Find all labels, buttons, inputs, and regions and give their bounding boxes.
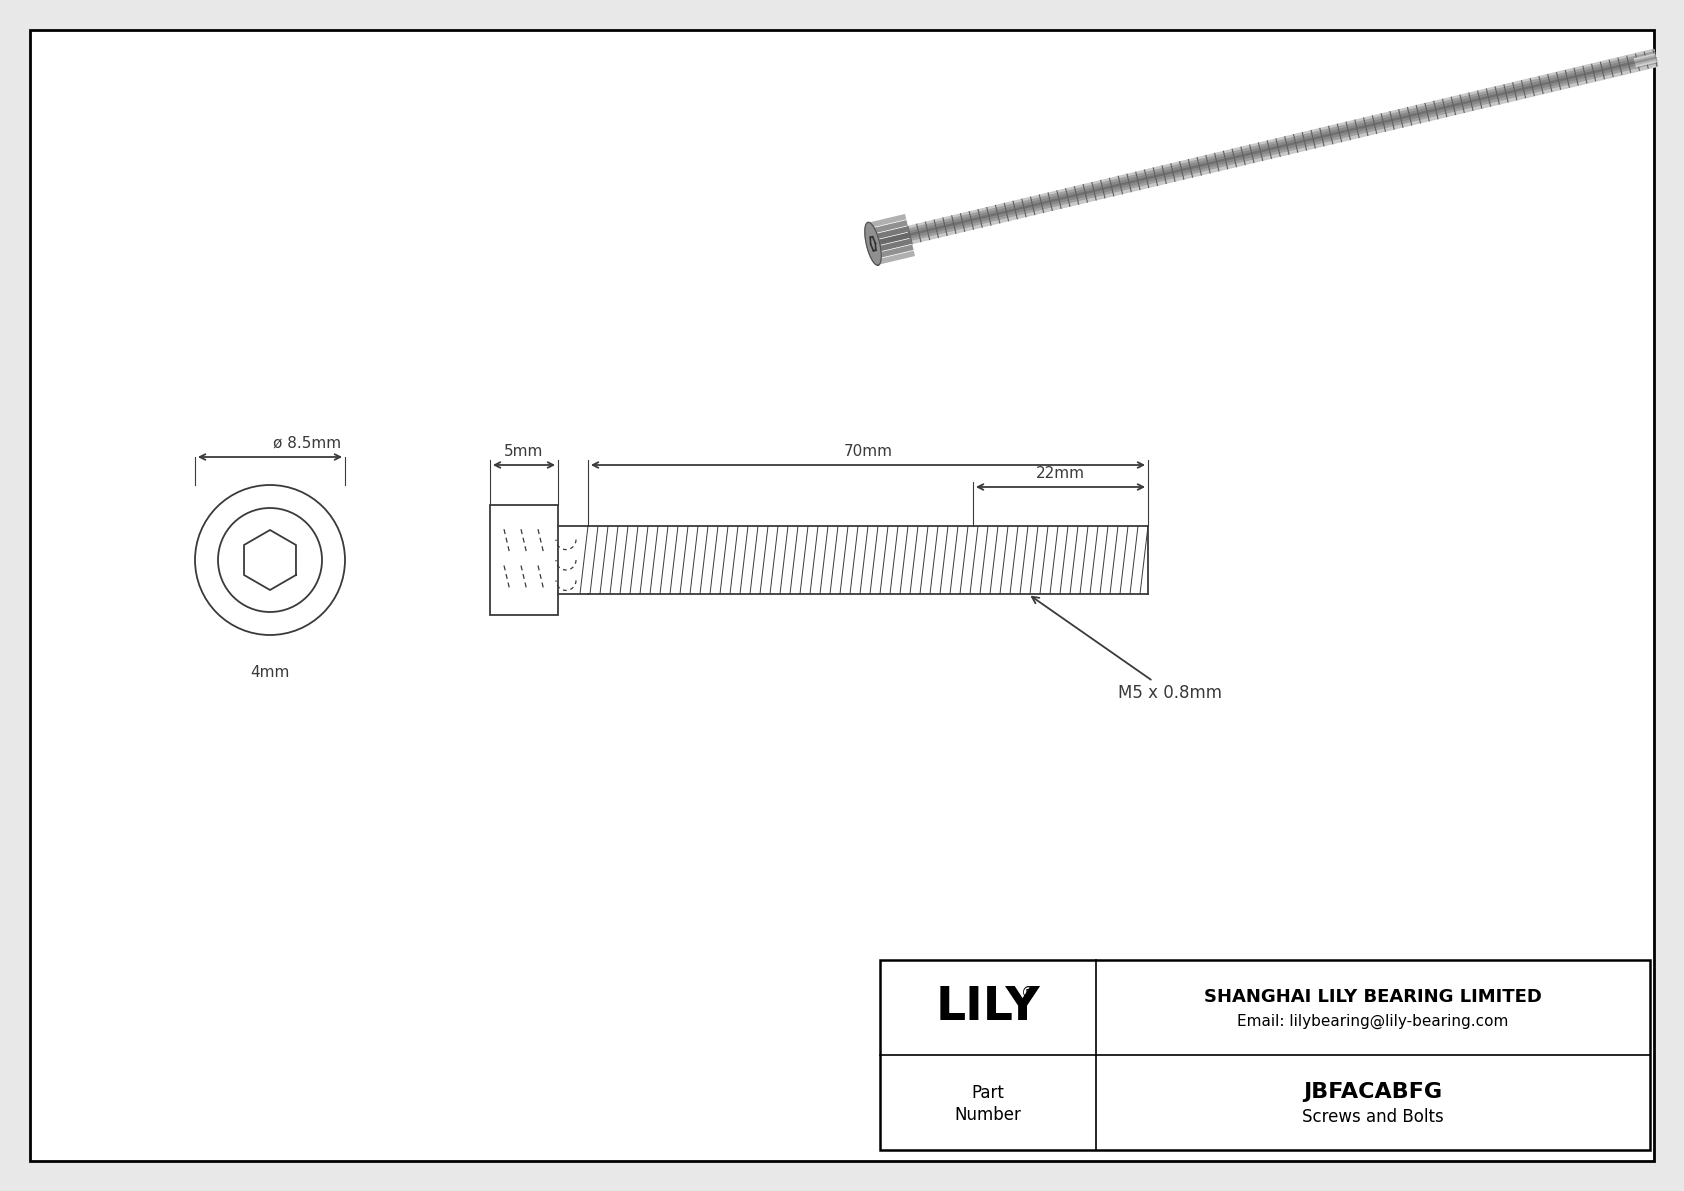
Text: ®: ® bbox=[1021, 986, 1036, 1000]
Text: Email: lilybearing@lily-bearing.com: Email: lilybearing@lily-bearing.com bbox=[1238, 1014, 1509, 1029]
Text: M5 x 0.8mm: M5 x 0.8mm bbox=[1032, 597, 1223, 701]
Text: Number: Number bbox=[955, 1105, 1021, 1123]
Bar bbox=[490, 505, 557, 615]
Bar bbox=[881, 960, 1650, 1151]
Text: Part: Part bbox=[972, 1084, 1004, 1102]
Text: 70mm: 70mm bbox=[844, 444, 893, 459]
Text: 5mm: 5mm bbox=[504, 444, 544, 459]
Text: 22mm: 22mm bbox=[1036, 466, 1084, 481]
Text: JBFACABFG: JBFACABFG bbox=[1303, 1083, 1443, 1103]
Polygon shape bbox=[866, 223, 881, 266]
Text: 4mm: 4mm bbox=[251, 665, 290, 680]
Text: SHANGHAI LILY BEARING LIMITED: SHANGHAI LILY BEARING LIMITED bbox=[1204, 989, 1543, 1006]
Text: ø 8.5mm: ø 8.5mm bbox=[273, 436, 342, 451]
Text: Screws and Bolts: Screws and Bolts bbox=[1302, 1108, 1443, 1125]
Text: LILY: LILY bbox=[936, 985, 1041, 1030]
